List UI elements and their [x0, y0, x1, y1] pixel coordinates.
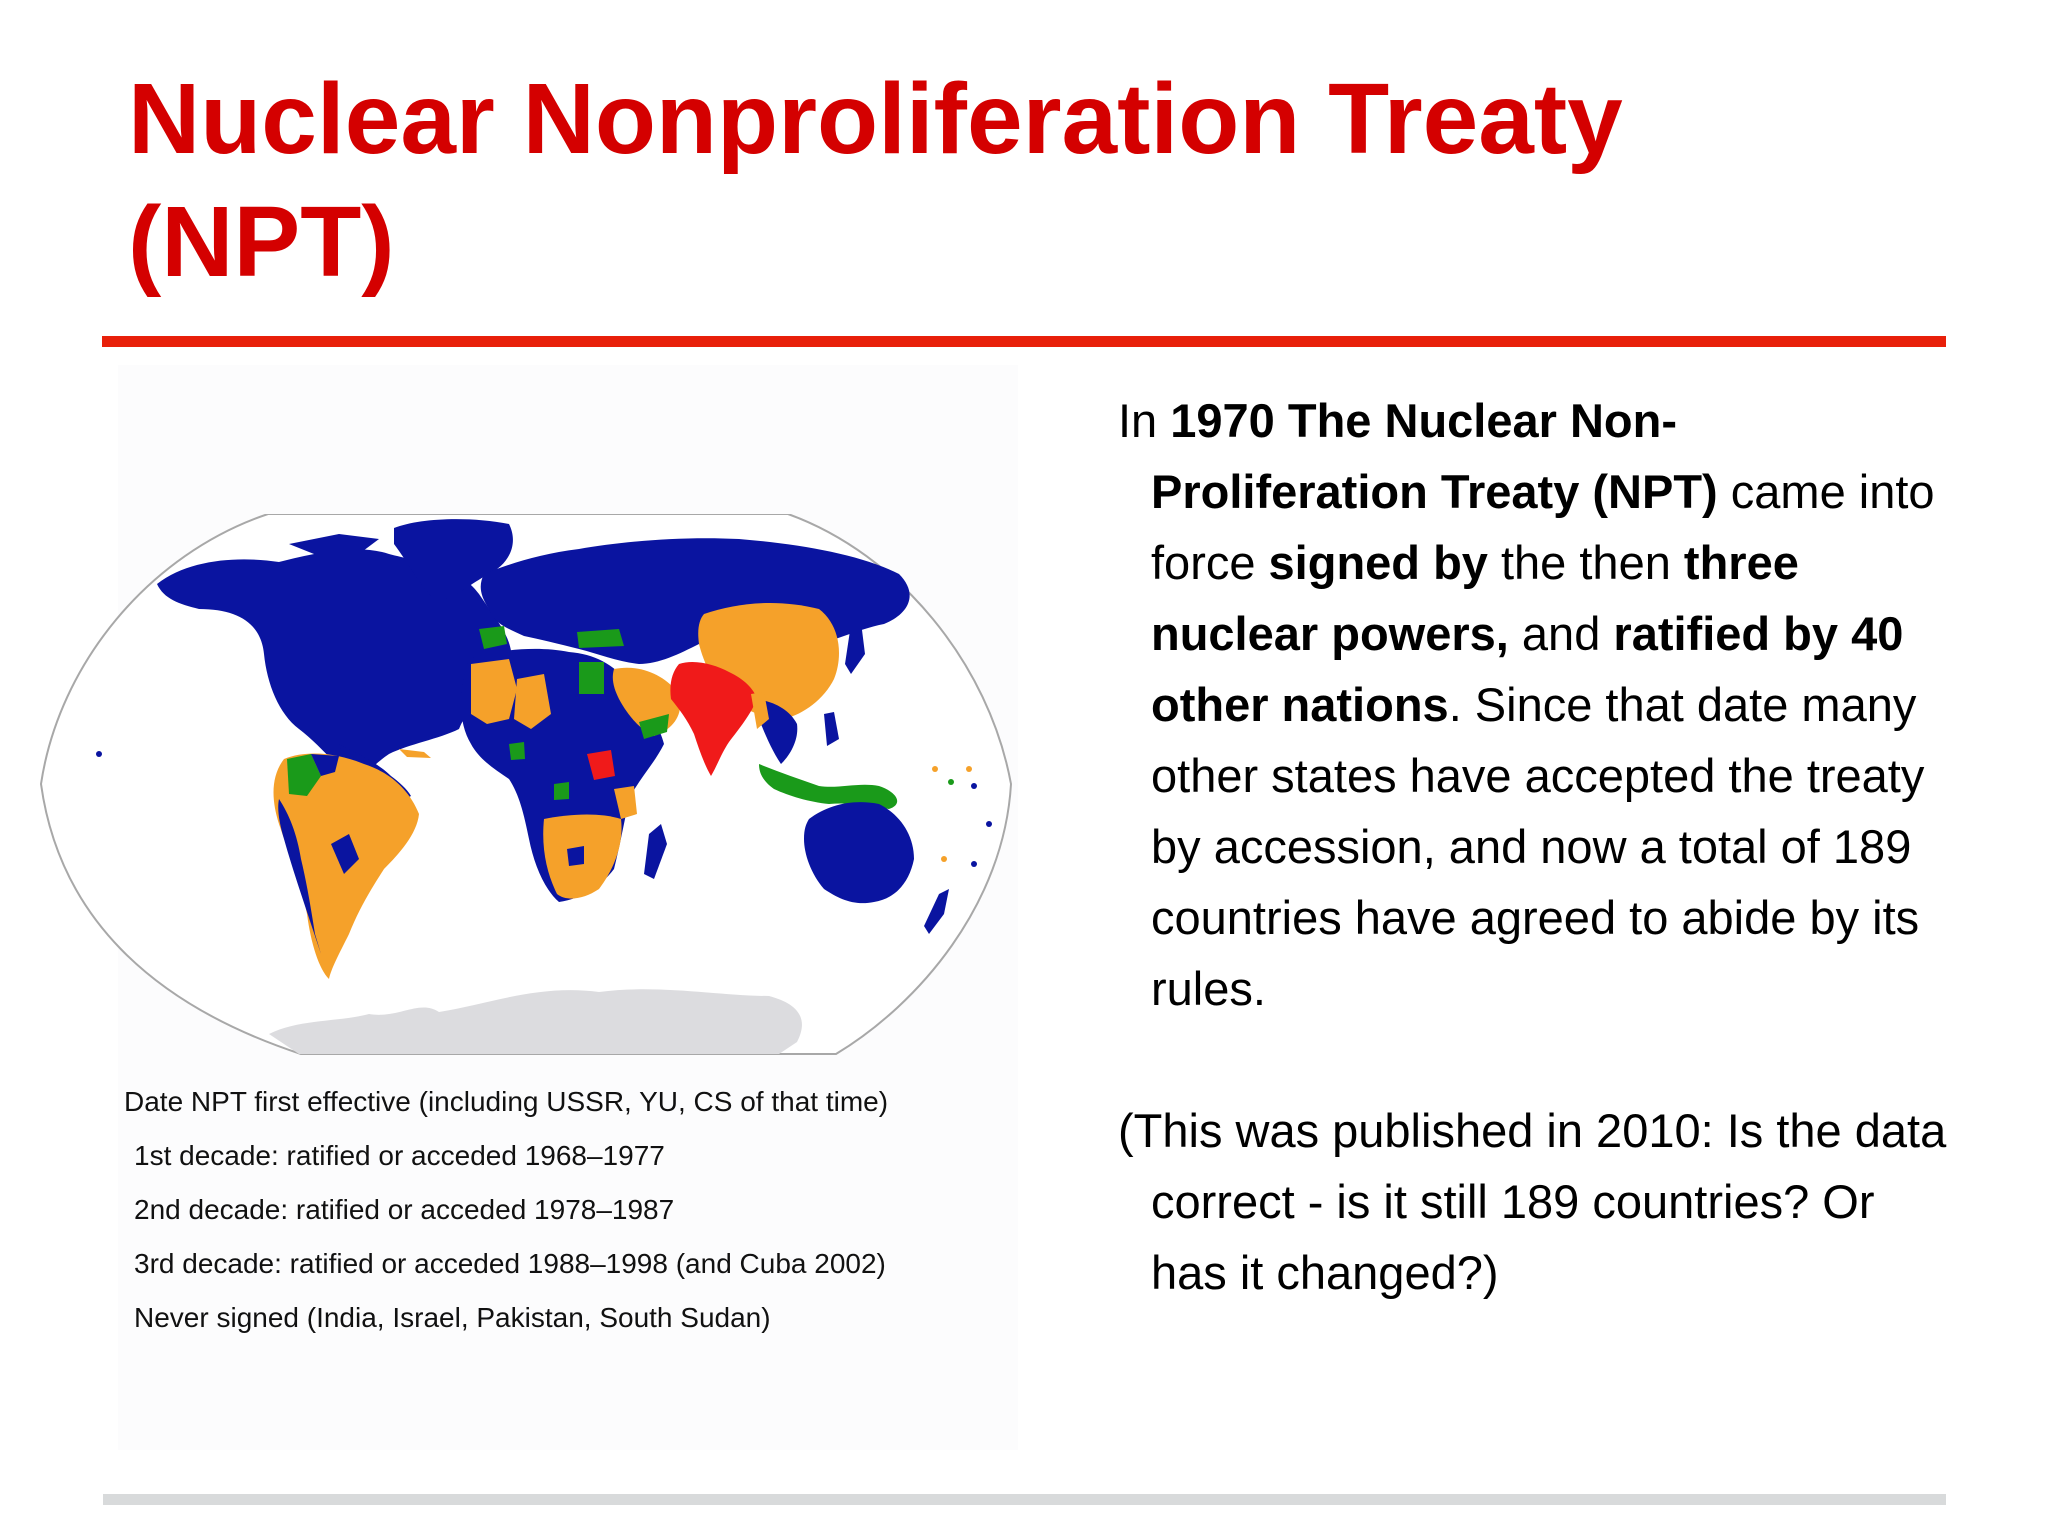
legend-label: 1st decade: ratified or acceded 1968–197…	[134, 1140, 665, 1171]
body-paragraph-1: In 1970 The Nuclear Non-Proliferation Tr…	[1118, 385, 1948, 1024]
africa-west-orange	[471, 659, 517, 724]
legend-label: 3rd decade: ratified or acceded 1988–199…	[134, 1248, 886, 1279]
bold-run: three nuclear powers,	[1151, 536, 1799, 660]
npt-world-map	[39, 514, 1013, 1055]
yemen-oman	[639, 714, 669, 739]
legend-item-third-decade: 3rd decade: ratified or acceded 1988–199…	[124, 1245, 954, 1282]
colombia	[287, 754, 321, 796]
venezuela	[311, 754, 339, 776]
africa-sahel-orange	[514, 674, 551, 729]
legend-item-first-decade: 1st decade: ratified or acceded 1968–197…	[124, 1137, 954, 1174]
legend-title: Date NPT first effective (including USSR…	[124, 1086, 889, 1117]
bold-run: ratified by 40 other nations	[1151, 607, 1904, 731]
new-zealand	[924, 889, 949, 934]
madagascar	[644, 824, 667, 879]
philippines	[824, 712, 839, 746]
slide-title-line-2: (NPT)	[128, 186, 395, 298]
text-run: . Since that date many other states have…	[1151, 678, 1925, 1015]
india-pakistan	[670, 661, 757, 776]
north-america	[157, 549, 512, 784]
legend-item-never-signed: Never signed (India, Israel, Pakistan, S…	[124, 1299, 954, 1336]
text-run: came into force	[1151, 465, 1935, 589]
legend-label: 2nd decade: ratified or acceded 1978–198…	[134, 1194, 675, 1225]
legend-label: Never signed (India, Israel, Pakistan, S…	[134, 1302, 771, 1333]
east-africa-orange	[614, 786, 637, 819]
spain	[479, 626, 507, 649]
antarctica	[269, 989, 802, 1054]
egypt	[579, 662, 604, 694]
south-america-andes	[278, 799, 321, 954]
turkey	[577, 629, 624, 648]
map-legend: Date NPT first effective (including USSR…	[124, 1083, 954, 1336]
title-divider	[102, 336, 1946, 347]
slide-title-line-1: Nuclear Nonproliferation Treaty	[128, 63, 1623, 175]
body-text: In 1970 The Nuclear Non-Proliferation Tr…	[1118, 385, 1948, 1308]
slide-title: Nuclear Nonproliferation Treaty (NPT)	[128, 58, 1928, 304]
south-sudan	[587, 750, 615, 780]
text-run: and	[1508, 607, 1614, 660]
bold-run: 1970 The Nuclear Non-Proliferation Treat…	[1151, 394, 1718, 518]
footer-divider	[103, 1494, 1946, 1505]
text-run: In	[1118, 394, 1171, 447]
australia	[804, 802, 914, 904]
indonesia	[759, 764, 898, 809]
body-paragraph-2: (This was published in 2010: Is the data…	[1118, 1104, 1947, 1299]
text-run: the then	[1487, 536, 1684, 589]
japan	[845, 622, 865, 674]
greenland	[394, 519, 513, 600]
myanmar	[751, 692, 769, 729]
legend-item-second-decade: 2nd decade: ratified or acceded 1978–198…	[124, 1191, 954, 1228]
bold-run: signed by	[1268, 536, 1488, 589]
